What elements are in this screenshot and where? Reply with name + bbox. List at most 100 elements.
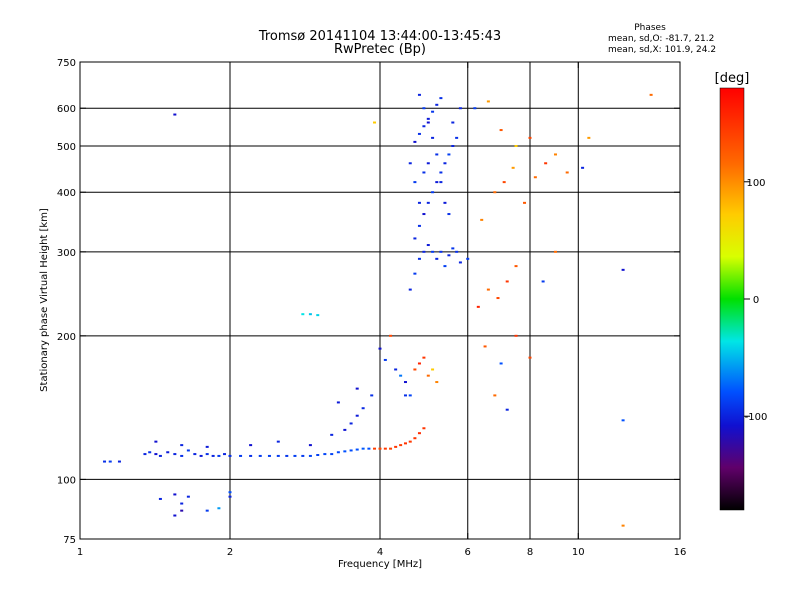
data-point bbox=[451, 144, 455, 147]
data-point bbox=[413, 272, 417, 275]
data-point bbox=[316, 454, 320, 457]
data-point bbox=[431, 191, 435, 194]
y-tick-label: 400 bbox=[57, 188, 76, 199]
data-point bbox=[544, 162, 548, 165]
data-point bbox=[435, 153, 439, 156]
data-point bbox=[403, 381, 407, 384]
phases-heading: Phases bbox=[634, 23, 666, 33]
data-point bbox=[308, 313, 312, 316]
data-point bbox=[435, 381, 439, 384]
grid-lines bbox=[80, 62, 680, 539]
data-point bbox=[228, 495, 232, 498]
data-point bbox=[422, 125, 426, 128]
data-point bbox=[158, 497, 162, 500]
data-point bbox=[514, 144, 518, 147]
data-point bbox=[330, 433, 334, 436]
data-point bbox=[336, 451, 340, 454]
data-point bbox=[458, 261, 462, 264]
data-point bbox=[486, 288, 490, 291]
data-point bbox=[285, 454, 289, 457]
data-point bbox=[355, 414, 359, 417]
data-point bbox=[431, 110, 435, 113]
data-point bbox=[480, 218, 484, 221]
data-point bbox=[458, 107, 462, 110]
data-point bbox=[422, 356, 426, 359]
data-point bbox=[443, 201, 447, 204]
data-point bbox=[408, 440, 412, 443]
data-point bbox=[447, 254, 451, 257]
data-point bbox=[217, 507, 221, 510]
data-point bbox=[439, 97, 443, 100]
data-point bbox=[108, 460, 112, 463]
data-point bbox=[378, 447, 382, 450]
data-point bbox=[336, 401, 340, 404]
data-point bbox=[621, 419, 625, 422]
data-point bbox=[451, 121, 455, 124]
data-point bbox=[378, 347, 382, 350]
data-point bbox=[483, 345, 487, 348]
data-point bbox=[422, 213, 426, 216]
data-point bbox=[367, 447, 371, 450]
data-point bbox=[276, 454, 280, 457]
data-point bbox=[180, 509, 184, 512]
data-point bbox=[267, 454, 271, 457]
data-point bbox=[422, 107, 426, 110]
data-point bbox=[186, 495, 190, 498]
data-point bbox=[173, 453, 177, 456]
data-point bbox=[323, 453, 327, 456]
data-point bbox=[443, 265, 447, 268]
data-point bbox=[413, 237, 417, 240]
data-point bbox=[308, 444, 312, 447]
data-point bbox=[422, 171, 426, 174]
y-tick-label: 75 bbox=[63, 535, 76, 546]
data-point bbox=[455, 136, 459, 139]
data-point bbox=[180, 444, 184, 447]
data-point bbox=[166, 451, 170, 454]
data-point bbox=[399, 444, 403, 447]
data-point bbox=[439, 171, 443, 174]
data-point bbox=[417, 432, 421, 435]
data-point bbox=[361, 407, 365, 410]
data-point bbox=[417, 93, 421, 96]
data-point bbox=[496, 297, 500, 300]
data-point bbox=[373, 121, 377, 124]
data-point bbox=[173, 493, 177, 496]
data-point bbox=[399, 374, 403, 377]
y-tick-label: 200 bbox=[57, 332, 76, 343]
data-point bbox=[403, 394, 407, 397]
x-tick-label: 16 bbox=[674, 547, 687, 558]
data-point bbox=[451, 247, 455, 250]
data-point bbox=[413, 368, 417, 371]
data-point bbox=[528, 356, 532, 359]
data-point bbox=[205, 453, 209, 456]
colorbar-tick-label: 0 bbox=[753, 295, 759, 306]
data-point bbox=[553, 250, 557, 253]
data-point bbox=[439, 181, 443, 184]
data-point bbox=[228, 491, 232, 494]
colorbar-tick-label: -100 bbox=[745, 412, 768, 423]
data-point bbox=[223, 453, 227, 456]
data-point bbox=[422, 427, 426, 430]
data-point bbox=[349, 449, 353, 452]
data-point bbox=[502, 181, 506, 184]
data-point bbox=[431, 368, 435, 371]
data-point bbox=[249, 444, 253, 447]
data-point bbox=[383, 447, 387, 450]
data-point bbox=[417, 132, 421, 135]
data-point bbox=[301, 454, 305, 457]
colorbar bbox=[719, 87, 745, 511]
data-point bbox=[621, 268, 625, 271]
y-axis-label: Stationary phase Virtual Height [km] bbox=[39, 208, 50, 392]
data-point bbox=[148, 451, 152, 454]
y-tick-label: 300 bbox=[57, 248, 76, 259]
data-points bbox=[103, 93, 653, 527]
data-point bbox=[493, 191, 497, 194]
colorbar-label: [deg] bbox=[715, 71, 750, 86]
data-point bbox=[439, 250, 443, 253]
data-point bbox=[370, 394, 374, 397]
data-point bbox=[426, 374, 430, 377]
data-point bbox=[505, 280, 509, 283]
data-point bbox=[173, 514, 177, 517]
x-tick-label: 8 bbox=[527, 547, 533, 558]
data-point bbox=[435, 103, 439, 106]
